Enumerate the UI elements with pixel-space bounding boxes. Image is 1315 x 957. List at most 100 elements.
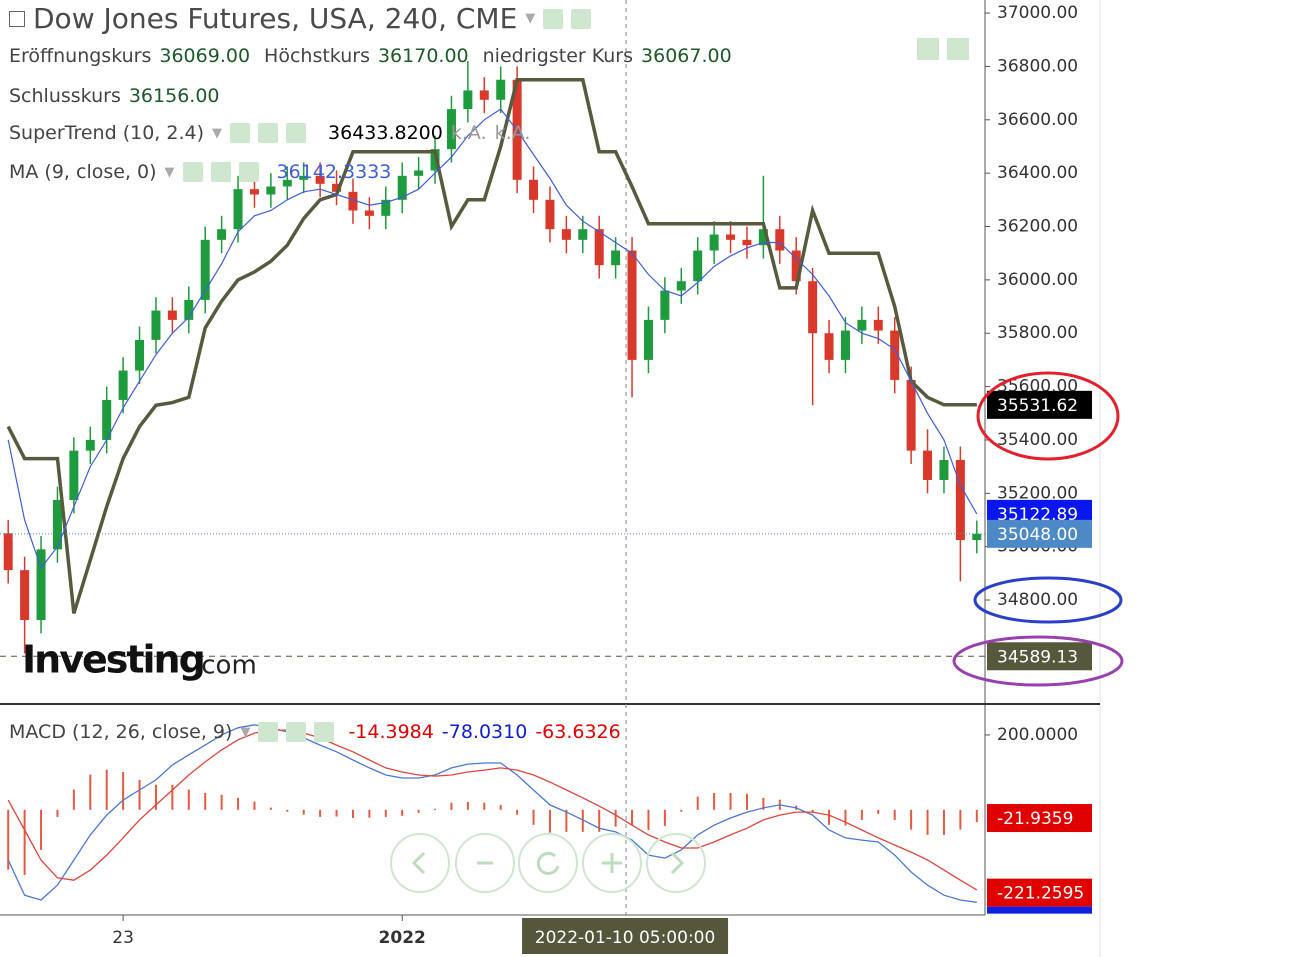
price-tag-label: 34589.13	[997, 647, 1078, 667]
legend-value: 36069.00	[159, 45, 251, 67]
histogram-bar	[286, 809, 289, 812]
icon[interactable]	[182, 162, 203, 182]
candle-body	[299, 175, 309, 180]
histogram-bar	[204, 792, 207, 810]
candle-body	[955, 459, 965, 540]
icon[interactable]	[230, 123, 251, 143]
button[interactable]	[947, 38, 969, 60]
price-tag	[987, 519, 1092, 548]
histogram-bar	[122, 772, 125, 810]
caret[interactable]: ▼	[212, 125, 223, 141]
candle-body	[102, 399, 112, 440]
candle-body	[167, 310, 177, 320]
icon[interactable]	[543, 8, 564, 29]
candle-body	[808, 281, 818, 334]
legend-name: MACD (12, 26, close, 9)	[9, 721, 233, 743]
nav-right[interactable]	[646, 833, 706, 893]
histogram-bar	[351, 809, 354, 819]
price-tag	[987, 390, 1092, 419]
button[interactable]	[917, 38, 939, 60]
histogram-bar	[548, 809, 551, 833]
collapse-box[interactable]	[9, 10, 25, 27]
candle-body	[414, 170, 424, 176]
candle-body	[873, 319, 883, 331]
price-tag	[987, 642, 1092, 671]
histogram-bar	[663, 809, 666, 826]
legend-value: k.A.	[450, 122, 487, 144]
candle-body	[529, 179, 539, 200]
annotations	[952, 371, 1124, 687]
histogram-bar	[368, 809, 371, 818]
nav-left[interactable]	[390, 833, 450, 893]
icon[interactable]	[258, 123, 279, 143]
supertrend-row: SuperTrend (10, 2.4) ▼ 36433.8200 k.A. k…	[9, 122, 530, 144]
icon[interactable]	[286, 722, 307, 742]
nav-zoom-in[interactable]	[582, 833, 642, 893]
caret[interactable]: ▼	[164, 164, 175, 180]
candle-body	[249, 189, 259, 195]
histogram-bar	[860, 809, 863, 820]
histogram-bar	[877, 809, 880, 814]
candle-body	[266, 186, 276, 195]
histogram-bar	[713, 792, 716, 810]
indicator-line	[6, 78, 977, 614]
histogram-bar	[40, 809, 43, 850]
legend-value: 36067.00	[641, 45, 732, 67]
price-tag-label: -221.2595	[997, 884, 1084, 904]
nav-reset[interactable]	[518, 833, 578, 893]
icon[interactable]	[238, 162, 259, 182]
caret[interactable]: ▼	[240, 724, 251, 740]
histogram-bar	[893, 809, 896, 820]
candle-body	[135, 339, 145, 371]
y-tick-label: 36400.00	[997, 163, 1078, 183]
histogram-bar	[89, 774, 92, 810]
candle-body	[972, 533, 982, 540]
histogram-bar	[171, 784, 174, 810]
icon[interactable]	[258, 722, 279, 742]
histogram-bar	[631, 809, 634, 825]
y-tick-label: 36200.00	[997, 217, 1078, 237]
histogram-bar	[565, 809, 568, 832]
candle-body	[742, 239, 752, 246]
candle-body	[726, 234, 736, 240]
candle-body	[315, 175, 325, 184]
top-right-buttons	[917, 38, 969, 60]
candle-body	[184, 299, 194, 320]
histogram-bar	[729, 792, 732, 810]
y-tick-label: 35200.00	[997, 483, 1078, 503]
histogram-bar	[696, 796, 699, 810]
candle-body	[824, 333, 834, 360]
icon[interactable]	[314, 722, 335, 742]
y-tick-label: 36600.00	[997, 110, 1078, 130]
candle-body	[20, 570, 30, 621]
candle-body	[332, 183, 342, 192]
histogram-bar	[384, 809, 387, 817]
icon[interactable]	[286, 123, 307, 143]
candle-body	[923, 450, 933, 480]
histogram-bar	[450, 802, 453, 810]
histogram-bar	[302, 809, 305, 815]
nav-zoom-out[interactable]	[455, 833, 515, 893]
candle-body	[545, 199, 555, 230]
plot-layers: 34800.0035000.0035200.0035400.0035600.00…	[0, 0, 1092, 954]
histogram-bar	[828, 809, 831, 825]
y-tick-label: 36000.00	[997, 270, 1078, 290]
candle-body	[594, 229, 604, 266]
histogram-bar	[762, 797, 765, 810]
legend-name: SuperTrend (10, 2.4)	[9, 122, 205, 144]
legend-name: MA (9, close, 0)	[9, 161, 157, 183]
histogram-bar	[516, 809, 519, 815]
caret[interactable]: ▼	[525, 11, 536, 26]
candle-body	[890, 330, 900, 380]
icon[interactable]	[571, 8, 592, 29]
candle-body	[282, 179, 292, 187]
y-tick-label: 36800.00	[997, 56, 1078, 76]
histogram-bar	[532, 809, 535, 825]
icon[interactable]	[210, 162, 231, 182]
histogram-bar	[7, 809, 10, 870]
legend-value: 36142.3333	[276, 161, 392, 183]
candle-body	[496, 79, 506, 100]
candle-body	[69, 450, 79, 500]
